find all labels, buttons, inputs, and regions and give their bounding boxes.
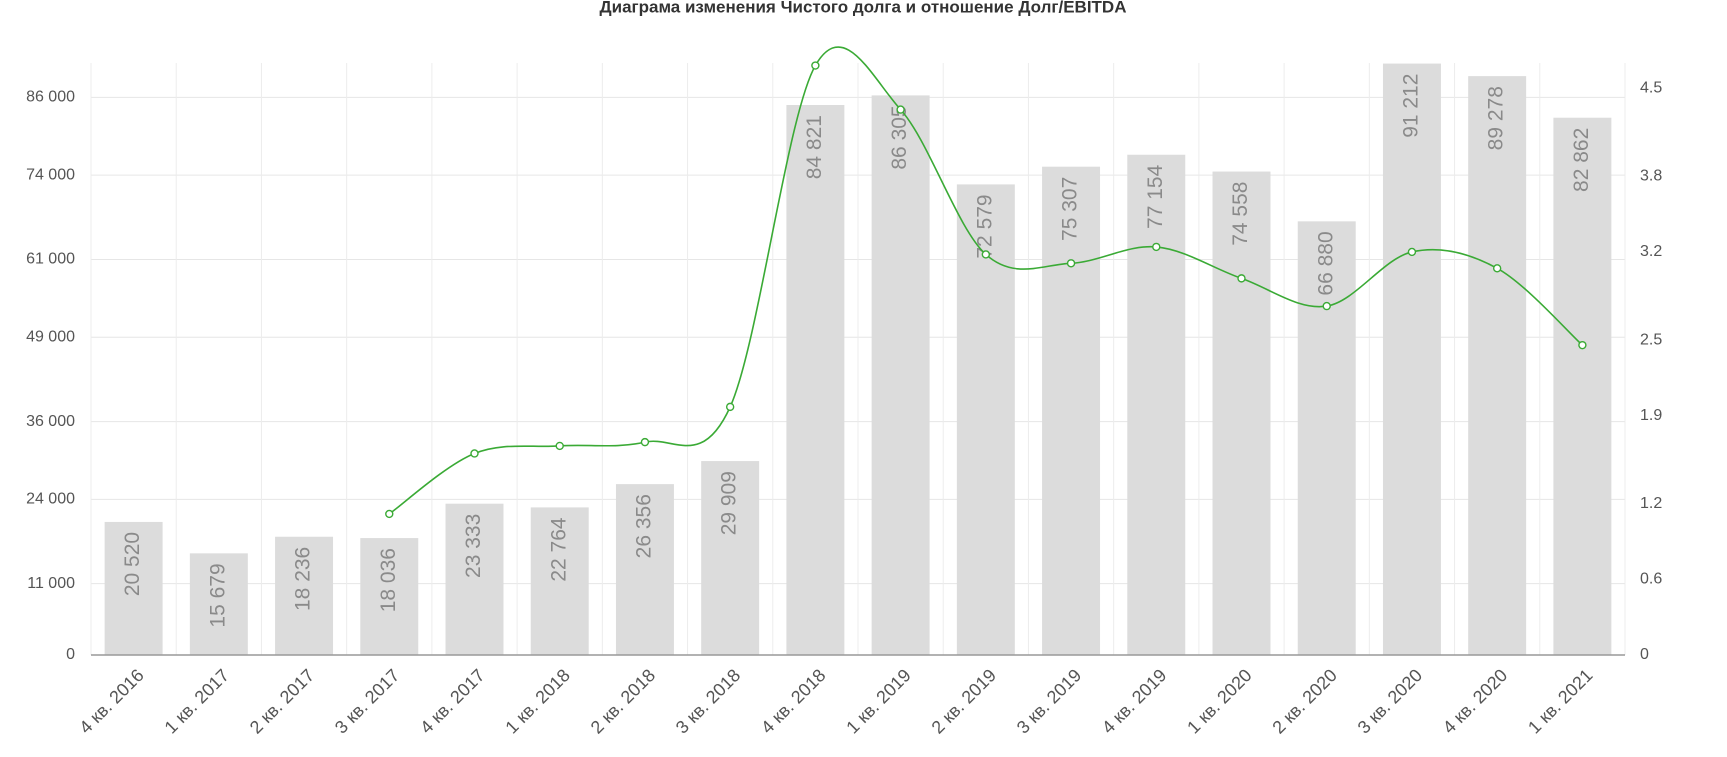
- x-tick-label: 2 кв. 2018: [587, 665, 659, 737]
- ratio-point: [1407, 247, 1417, 257]
- y-tick-label: 86 000: [26, 89, 75, 106]
- y-tick-label: 49 000: [26, 328, 75, 345]
- x-tick-label: 1 кв. 2017: [161, 665, 233, 737]
- bar: [445, 503, 504, 655]
- x-tick-label: 1 кв. 2019: [842, 665, 914, 737]
- bar: [1468, 76, 1527, 655]
- x-tick-label: 3 кв. 2017: [331, 665, 403, 737]
- ratio-point: [470, 449, 479, 458]
- y2-tick-label: 2.5: [1640, 331, 1662, 348]
- ratio-point: [1066, 259, 1076, 268]
- ratio-point: [1152, 242, 1161, 252]
- bar: [275, 536, 334, 655]
- ratio-point: [385, 509, 394, 519]
- y-tick-label: 24 000: [26, 491, 75, 508]
- bar: [530, 507, 589, 655]
- bar-value-label: 20 520: [121, 532, 144, 596]
- bar: [1382, 63, 1441, 655]
- x-tick-label: 2 кв. 2017: [246, 665, 318, 737]
- y2-tick-label: 0.6: [1640, 571, 1662, 588]
- x-tick-label: 4 кв. 2019: [1098, 665, 1170, 737]
- bar-value-label: 66 880: [1314, 231, 1337, 295]
- bar: [786, 105, 845, 655]
- y2-tick-label: 1.2: [1640, 495, 1662, 512]
- x-tick-label: 2 кв. 2020: [1268, 665, 1340, 737]
- bar: [1553, 117, 1612, 655]
- ratio-point: [1237, 274, 1246, 283]
- bar-value-label: 18 036: [377, 548, 400, 612]
- y-tick-label: 74 000: [26, 166, 75, 183]
- x-tick-label: 3 кв. 2018: [672, 665, 744, 737]
- bar: [1127, 154, 1186, 655]
- x-tick-label: 4 кв. 2020: [1439, 665, 1511, 737]
- x-tick-label: 4 кв. 2016: [75, 665, 147, 737]
- y2-tick-label: 4.5: [1640, 79, 1662, 96]
- y2-tick-label: 1.9: [1640, 407, 1662, 424]
- bar: [1212, 171, 1271, 655]
- bar-value-label: 74 558: [1229, 182, 1252, 246]
- y-tick-label: 11 000: [27, 575, 75, 592]
- bar-value-label: 75 307: [1059, 177, 1082, 241]
- bar-value-label: 86 305: [888, 105, 911, 169]
- x-tick-label: 1 кв. 2021: [1524, 665, 1596, 737]
- bar: [1297, 221, 1356, 655]
- bar: [104, 521, 163, 655]
- x-tick-label: 2 кв. 2019: [928, 665, 1000, 737]
- bar-value-label: 18 236: [292, 547, 315, 611]
- ratio-point: [1492, 264, 1502, 273]
- bar: [956, 184, 1015, 656]
- ratio-point: [1322, 301, 1331, 311]
- y2-tick-label: 0: [1640, 646, 1649, 663]
- bar-value-label: 29 909: [718, 471, 741, 535]
- x-tick-label: 1 кв. 2018: [501, 665, 573, 737]
- x-tick-label: 4 кв. 2017: [416, 665, 488, 737]
- bar-value-label: 72 579: [973, 194, 996, 258]
- bar: [701, 461, 760, 655]
- ratio-point: [555, 441, 564, 451]
- x-tick-label: 4 кв. 2018: [757, 665, 829, 737]
- x-tick-label: 3 кв. 2020: [1354, 665, 1426, 737]
- bar-value-label: 15 679: [206, 563, 229, 627]
- x-tick-label: 3 кв. 2019: [1013, 665, 1085, 737]
- bar-value-label: 22 764: [547, 517, 570, 582]
- bar: [871, 95, 930, 655]
- y2-tick-label: 3.8: [1640, 168, 1662, 185]
- bar-value-label: 26 356: [632, 494, 655, 558]
- ratio-point: [981, 250, 991, 259]
- ratio-point: [811, 61, 820, 70]
- bar-value-label: 23 333: [462, 514, 485, 578]
- bar: [360, 538, 419, 655]
- bar-value-label: 84 821: [803, 115, 826, 179]
- bar-value-label: 89 278: [1485, 86, 1508, 150]
- bar: [189, 553, 248, 655]
- ratio-point: [640, 437, 650, 447]
- bar-value-label: 82 862: [1570, 128, 1593, 192]
- bar-value-label: 91 212: [1399, 74, 1422, 138]
- ratio-point: [896, 105, 905, 114]
- bar: [615, 484, 674, 655]
- y-tick-label: 36 000: [26, 413, 75, 430]
- y-tick-label: 0: [66, 646, 75, 663]
- y-tick-label: 61 000: [26, 251, 75, 268]
- chart-title: Диаграма изменения Чистого долга и отнош…: [600, 0, 1127, 16]
- ratio-point: [1578, 340, 1587, 350]
- y2-tick-label: 3.2: [1640, 243, 1662, 260]
- ratio-point: [725, 402, 735, 412]
- bar: [1042, 166, 1101, 655]
- bar-value-label: 77 154: [1144, 164, 1167, 229]
- x-tick-label: 1 кв. 2020: [1183, 665, 1255, 737]
- ratio-line: [388, 46, 1583, 515]
